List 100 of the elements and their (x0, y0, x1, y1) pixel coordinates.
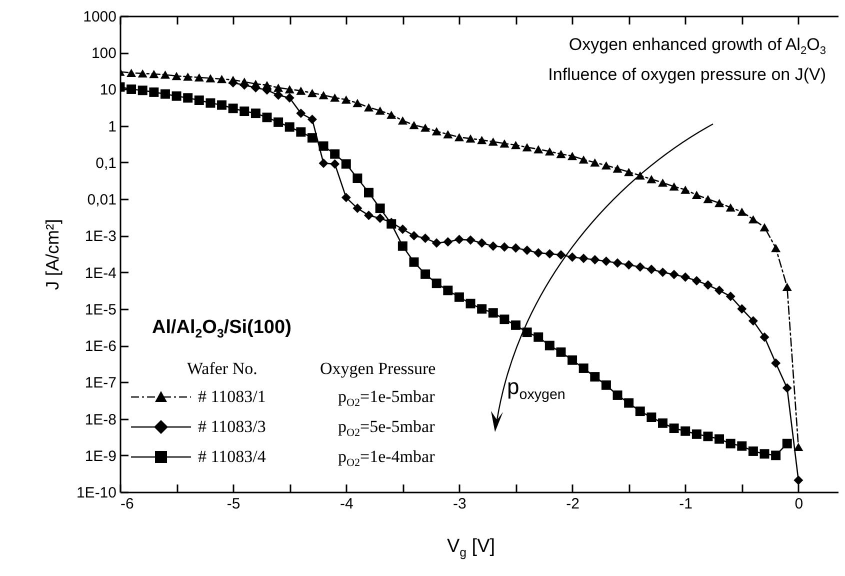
point (420, 234, 430, 244)
point (794, 475, 804, 485)
point (477, 238, 487, 248)
point (466, 298, 476, 308)
point (375, 204, 385, 214)
y-tick-label: 1E-7 (84, 374, 116, 392)
point (726, 292, 736, 302)
point (443, 286, 453, 296)
point (341, 159, 351, 169)
point (624, 398, 634, 408)
x-tick-label: 0 (794, 496, 804, 512)
point (138, 86, 148, 96)
point (398, 224, 408, 234)
point (635, 406, 645, 416)
point (658, 268, 668, 278)
point (409, 257, 419, 267)
point (760, 332, 770, 342)
point (511, 320, 520, 330)
y-tick-label: 1E-10 (76, 484, 116, 502)
point (601, 380, 611, 390)
point (556, 250, 566, 260)
y-tick-label: 1E-9 (84, 448, 116, 465)
point (330, 159, 340, 169)
point (601, 256, 611, 266)
point (172, 91, 182, 101)
point (206, 98, 216, 108)
y-tick-label: 1000 (83, 8, 116, 26)
point (658, 418, 668, 428)
point (330, 149, 340, 159)
point (568, 252, 578, 262)
annotation: Oxygen enhanced growth of Al$_{2}$O$_{3}$ (568, 35, 826, 57)
point (194, 96, 204, 105)
point (500, 314, 510, 324)
point (126, 84, 136, 94)
point (534, 248, 544, 258)
point (669, 424, 679, 434)
point (352, 174, 362, 184)
point (398, 241, 408, 251)
y-tick-label: 1E-6 (84, 338, 116, 356)
point (318, 141, 328, 151)
point (578, 254, 588, 264)
annotation: p$_{oxygen}$ (507, 374, 566, 403)
legend-title: Wafer No. (187, 359, 258, 378)
point (307, 133, 317, 143)
point (284, 93, 294, 103)
point (454, 234, 464, 244)
point (624, 260, 634, 270)
x-axis-title: V$_{g}$ [V] (446, 536, 496, 560)
annotation: p$_{O2}$=1e-4mbar (338, 447, 435, 469)
point (488, 308, 498, 318)
point (737, 304, 747, 314)
point (477, 304, 487, 314)
point (714, 286, 724, 296)
point (160, 89, 170, 99)
y-tick-label: 1 (108, 118, 116, 136)
point (714, 434, 724, 444)
point (782, 383, 792, 393)
point (771, 450, 781, 460)
point (250, 108, 260, 118)
point (748, 316, 758, 326)
x-tick-label: -3 (453, 496, 466, 512)
point (612, 258, 622, 268)
point (544, 340, 554, 350)
point (352, 204, 362, 214)
point (534, 332, 544, 342)
x-tick-label: -5 (226, 496, 240, 512)
point (680, 272, 690, 282)
point (364, 188, 374, 198)
point (726, 438, 736, 448)
point (590, 372, 600, 382)
annotation: Al/Al$_{2}$O$_{3}$/Si(100) (152, 317, 292, 340)
legend-label: # 11083/4 (198, 447, 266, 466)
point (375, 213, 385, 223)
point (646, 264, 656, 274)
point (703, 432, 713, 442)
x-tick-label: -1 (679, 496, 693, 512)
point (409, 230, 419, 240)
point (646, 412, 656, 422)
y-tick-label: 0,1 (96, 154, 116, 172)
point (296, 127, 306, 137)
y-tick-label: 1E-4 (84, 264, 116, 282)
point (511, 243, 520, 253)
point (692, 276, 702, 286)
point (680, 426, 690, 436)
point (284, 122, 294, 132)
point (466, 235, 476, 245)
point (443, 237, 453, 247)
point (500, 242, 510, 252)
point (692, 429, 702, 439)
point (262, 112, 272, 122)
x-tick-label: -4 (340, 496, 354, 512)
y-tick-label: 1E-5 (84, 301, 116, 318)
point (432, 278, 442, 288)
y-tick-label: 1E-8 (84, 411, 116, 428)
point (748, 446, 758, 456)
point (703, 280, 713, 290)
point (341, 192, 351, 202)
point (183, 93, 193, 103)
x-tick-label: -6 (120, 496, 134, 512)
point (228, 104, 238, 114)
